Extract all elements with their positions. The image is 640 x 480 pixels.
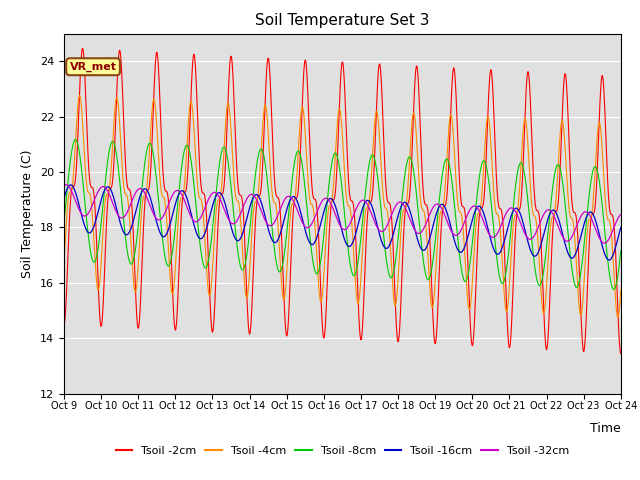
Tsoil -8cm	[60, 219, 68, 225]
Tsoil -16cm	[504, 223, 512, 228]
Tsoil -16cm	[371, 213, 379, 218]
Tsoil -32cm	[359, 197, 367, 203]
Tsoil -8cm	[359, 217, 367, 223]
Tsoil -8cm	[617, 248, 625, 254]
Tsoil -2cm	[568, 197, 575, 203]
Tsoil -8cm	[504, 252, 512, 258]
Tsoil -32cm	[216, 195, 223, 201]
Line: Tsoil -16cm: Tsoil -16cm	[64, 185, 621, 260]
Legend: Tsoil -2cm, Tsoil -4cm, Tsoil -8cm, Tsoil -16cm, Tsoil -32cm: Tsoil -2cm, Tsoil -4cm, Tsoil -8cm, Tsoi…	[111, 441, 573, 460]
Tsoil -32cm	[62, 182, 70, 188]
Line: Tsoil -4cm: Tsoil -4cm	[64, 96, 621, 317]
Line: Tsoil -8cm: Tsoil -8cm	[64, 139, 621, 289]
Tsoil -8cm	[610, 287, 618, 292]
Tsoil -2cm	[584, 289, 591, 295]
Tsoil -4cm	[617, 288, 625, 293]
Title: Soil Temperature Set 3: Soil Temperature Set 3	[255, 13, 429, 28]
Tsoil -4cm	[60, 259, 68, 264]
X-axis label: Time: Time	[590, 422, 621, 435]
Tsoil -16cm	[359, 205, 367, 211]
Tsoil -16cm	[584, 212, 591, 218]
Tsoil -8cm	[584, 210, 591, 216]
Tsoil -16cm	[568, 255, 575, 261]
Tsoil -2cm	[79, 46, 86, 51]
Tsoil -4cm	[614, 314, 622, 320]
Tsoil -32cm	[371, 219, 379, 225]
Tsoil -32cm	[584, 209, 591, 215]
Line: Tsoil -2cm: Tsoil -2cm	[64, 48, 621, 353]
Tsoil -8cm	[216, 160, 223, 166]
Tsoil -2cm	[216, 199, 223, 205]
Tsoil -32cm	[504, 207, 512, 213]
Tsoil -2cm	[504, 338, 512, 344]
Tsoil -8cm	[371, 157, 379, 163]
Tsoil -4cm	[371, 119, 379, 124]
Tsoil -4cm	[216, 196, 223, 202]
Tsoil -8cm	[72, 136, 79, 142]
Tsoil -2cm	[60, 322, 68, 327]
Text: VR_met: VR_met	[70, 61, 116, 72]
Tsoil -4cm	[504, 297, 512, 303]
Tsoil -16cm	[60, 195, 68, 201]
Tsoil -8cm	[568, 265, 575, 271]
Tsoil -32cm	[60, 182, 68, 188]
Tsoil -2cm	[617, 350, 625, 356]
Tsoil -4cm	[76, 93, 83, 98]
Line: Tsoil -32cm: Tsoil -32cm	[64, 185, 621, 243]
Tsoil -16cm	[216, 190, 223, 195]
Tsoil -2cm	[371, 151, 379, 156]
Tsoil -16cm	[617, 225, 625, 230]
Tsoil -16cm	[605, 257, 612, 263]
Tsoil -16cm	[67, 182, 74, 188]
Tsoil -32cm	[617, 212, 625, 217]
Tsoil -4cm	[359, 245, 367, 251]
Tsoil -32cm	[600, 240, 608, 246]
Y-axis label: Soil Temperature (C): Soil Temperature (C)	[22, 149, 35, 278]
Tsoil -2cm	[359, 322, 367, 327]
Tsoil -4cm	[584, 229, 591, 235]
Tsoil -4cm	[568, 215, 575, 221]
Tsoil -32cm	[568, 234, 575, 240]
